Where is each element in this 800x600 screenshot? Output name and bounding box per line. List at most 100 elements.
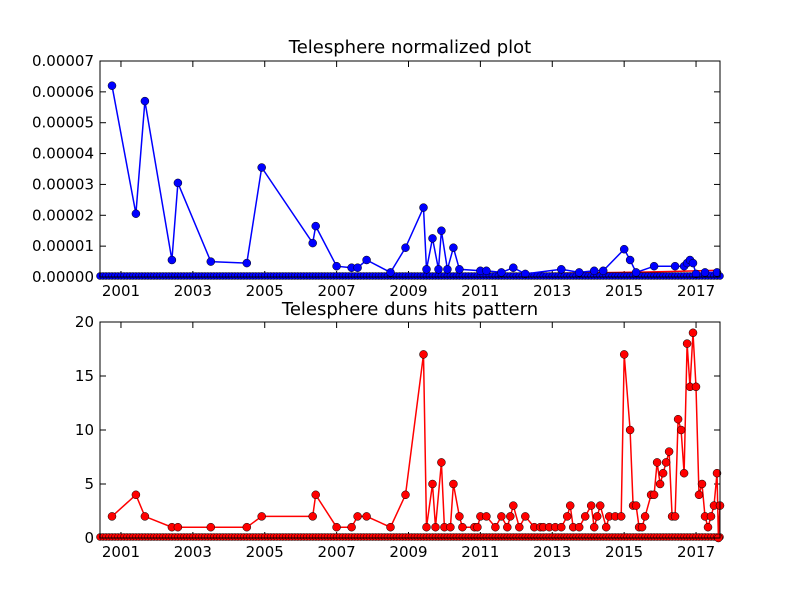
- duns-hits-data-point: [386, 522, 395, 532]
- normalized-data-point: [206, 257, 216, 266]
- normalized-x-tick-label: 2013: [533, 282, 571, 300]
- duns-hits-data-point: [473, 522, 482, 532]
- duns-hits-x-tick-label: 2009: [389, 543, 427, 561]
- normalized-plot-frame: [99, 60, 721, 278]
- duns-hits-data-point: [428, 479, 437, 489]
- duns-hits-data-point: [458, 522, 467, 532]
- normalized-data-point: [428, 234, 437, 243]
- duns-hits-data-point: [589, 522, 599, 532]
- duns-hits-data-point: [509, 501, 518, 510]
- duns-hits-data-point: [658, 468, 668, 478]
- normalized-data-point: [167, 255, 177, 265]
- normalized-data-point: [574, 268, 584, 277]
- normalized-x-tick-label: 2009: [389, 282, 427, 300]
- normalized-data-point: [308, 238, 317, 248]
- duns-hits-x-tick-label: 2003: [174, 543, 212, 561]
- duns-hits-y-tick-label: 20: [75, 313, 94, 331]
- duns-hits-data-point: [332, 522, 341, 532]
- duns-hits-data-point: [347, 522, 356, 532]
- duns-hits-y-tick-label: 0: [84, 529, 94, 547]
- normalized-data-point: [700, 268, 710, 277]
- duns-hits-data-point: [673, 414, 683, 424]
- duns-hits-x-tick-label: 2017: [677, 543, 715, 561]
- normalized-data-point: [353, 263, 362, 272]
- duns-hits-data-point: [446, 522, 455, 532]
- duns-hits-data-point: [419, 350, 428, 359]
- normalized-data-point: [449, 243, 458, 252]
- duns-hits-data-point: [140, 512, 150, 521]
- duns-hits-y-tick-label: 5: [84, 475, 94, 493]
- normalized-data-point: [598, 266, 608, 276]
- duns-hits-data-point: [491, 522, 500, 532]
- duns-hits-baseline-points: [96, 533, 724, 541]
- duns-hits-data-point: [637, 522, 647, 532]
- duns-hits-data-point: [362, 512, 371, 521]
- duns-hits-data-point: [706, 512, 716, 521]
- duns-hits-data-point: [482, 512, 491, 521]
- duns-hits-data-point: [595, 501, 605, 510]
- duns-hits-x-tick-label: 2015: [605, 543, 643, 561]
- duns-hits-data-point: [652, 458, 662, 467]
- normalized-data-point: [670, 261, 680, 271]
- normalized-data-point: [688, 258, 698, 268]
- normalized-x-tick-label: 2007: [318, 282, 356, 300]
- normalized-data-point: [107, 81, 117, 90]
- normalized-data-point: [521, 269, 530, 279]
- normalized-data-point: [509, 263, 518, 272]
- normalized-data-point: [557, 265, 566, 274]
- duns-hits-x-tick-label: 2013: [533, 543, 571, 561]
- duns-hits-panel: Telesphere duns hits pattern 2001 2003 200…: [75, 299, 725, 561]
- duns-hits-data-point: [688, 328, 698, 338]
- duns-hits-data-point: [592, 512, 602, 521]
- normalized-data-point: [257, 163, 266, 172]
- duns-hits-data-point: [616, 512, 626, 521]
- duns-hits-data-point: [694, 490, 704, 500]
- duns-hits-data-point: [131, 490, 141, 500]
- normalized-y-tick-label: 0.00000: [32, 268, 94, 286]
- normalized-data-point: [242, 258, 252, 268]
- duns-hits-data-point: [565, 501, 575, 510]
- normalized-x-tick-label: 2001: [102, 282, 140, 300]
- normalized-data-point: [140, 96, 150, 106]
- normalized-y-tick-label: 0.00006: [32, 83, 94, 101]
- duns-hits-series-0-line: [111, 332, 721, 539]
- normalized-data-point: [443, 265, 452, 274]
- duns-hits-title: Telesphere duns hits pattern: [281, 299, 538, 320]
- duns-hits-x-tick-label: 2005: [246, 543, 284, 561]
- duns-hits-data-point: [431, 522, 440, 532]
- normalized-data-point: [173, 178, 183, 188]
- normalized-plot-panel: Telesphere normalized plot 2001 2003 2005 2…: [32, 37, 724, 300]
- normalized-x-tick-label: 2015: [605, 282, 643, 300]
- normalized-data-point: [455, 265, 464, 274]
- duns-hits-data-point: [562, 512, 572, 521]
- duns-hits-data-point: [676, 425, 686, 435]
- duns-hits-data-point: [107, 512, 117, 521]
- duns-hits-data-point: [682, 339, 692, 348]
- normalized-x-tick-label: 2005: [246, 282, 284, 300]
- duns-hits-data-point: [655, 479, 665, 489]
- duns-hits-x-tick-label: 2001: [102, 543, 140, 561]
- normalized-data-point: [422, 265, 431, 274]
- duns-hits-data-point: [497, 512, 506, 521]
- normalized-y-tick-label: 0.00003: [32, 175, 94, 193]
- duns-hits-data-point: [401, 490, 410, 500]
- duns-hits-data-point: [503, 522, 512, 532]
- duns-hits-data-point: [173, 522, 183, 532]
- duns-hits-data-point: [712, 468, 722, 478]
- normalized-x-tick-label: 2003: [174, 282, 212, 300]
- normalized-data-point: [311, 221, 320, 231]
- duns-hits-data-point: [697, 479, 707, 489]
- duns-hits-x-tick-label: 2011: [461, 543, 499, 561]
- normalized-x-tick-label: 2017: [677, 282, 715, 300]
- normalized-data-point: [631, 268, 641, 277]
- duns-hits-data-point: [661, 458, 671, 467]
- normalized-data-point: [482, 266, 491, 276]
- normalized-y-tick-label: 0.00002: [32, 206, 94, 224]
- duns-hits-data-point: [691, 382, 701, 392]
- duns-hits-data-point: [206, 522, 216, 532]
- normalized-data-point: [691, 269, 701, 279]
- duns-hits-data-point: [601, 522, 611, 532]
- normalized-plot-title: Telesphere normalized plot: [288, 37, 531, 58]
- duns-hits-y-tick-label: 10: [75, 421, 94, 439]
